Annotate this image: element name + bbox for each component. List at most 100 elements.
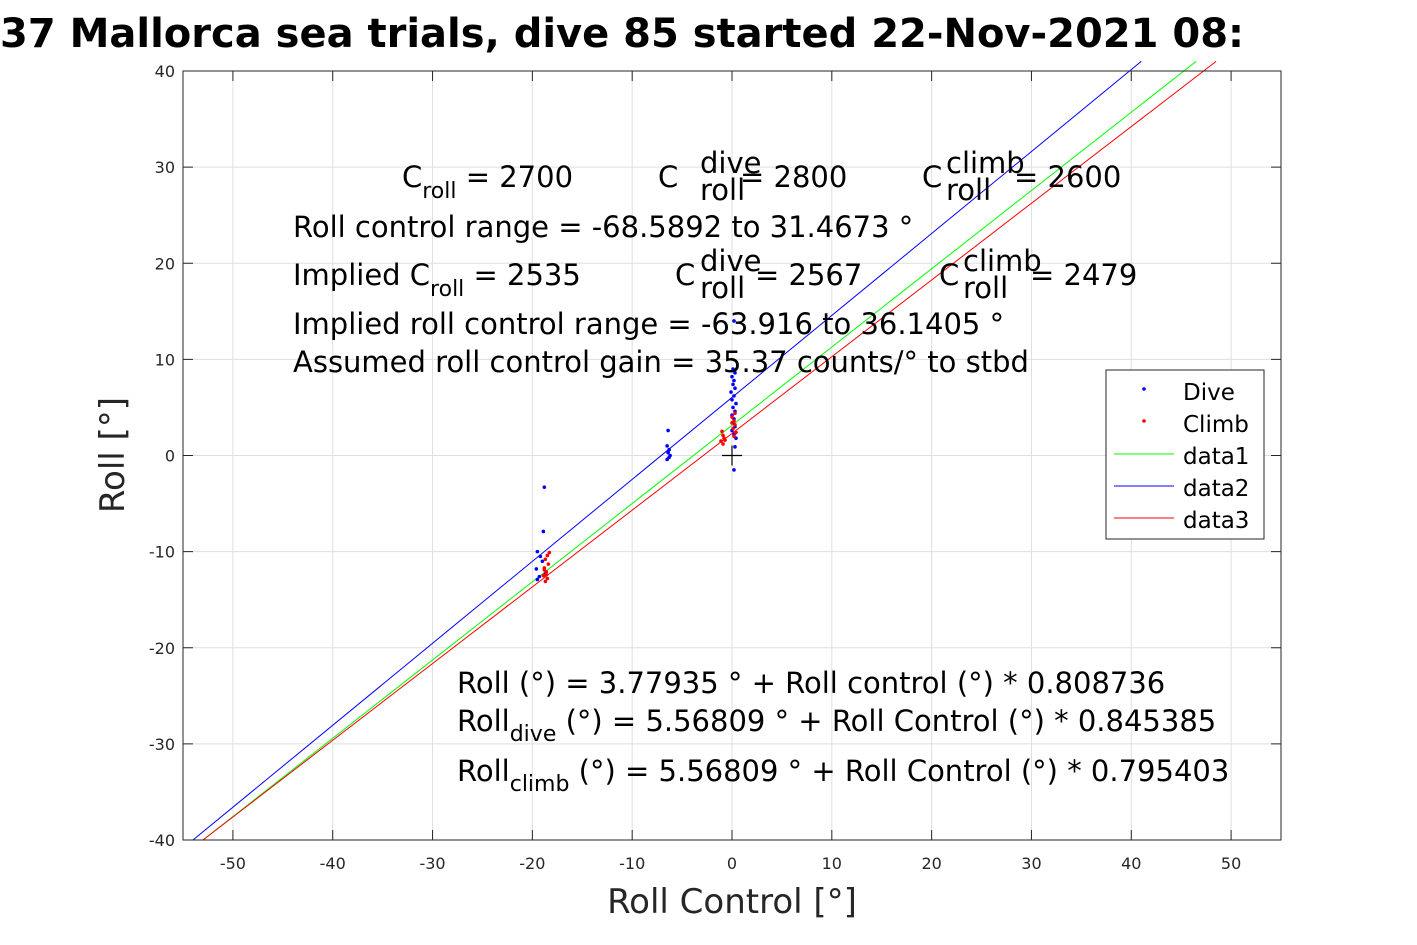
fit-line-data1: [202, 60, 1197, 841]
dive-point: [733, 386, 737, 391]
climb-point: [723, 438, 727, 442]
fit-line-data2: [192, 61, 1142, 841]
ann-fit-roll-climb: Rollclimb (°) = 5.56809 ° + Roll Control…: [457, 754, 1229, 797]
climb-point: [730, 415, 734, 419]
climb-point: [734, 430, 738, 435]
dive-point: [731, 405, 735, 410]
dive-point: [667, 455, 671, 460]
dive-point: [729, 390, 733, 394]
legend-marker-climb: [1142, 419, 1146, 423]
dive-point: [540, 559, 545, 564]
y-tick-labels: -40 -30 -20 -10 0 10 20 30 40: [149, 62, 175, 850]
x-tick-label: 10: [822, 854, 842, 873]
dive-point: [667, 447, 671, 452]
dive-point: [734, 401, 738, 406]
y-tick-label: 20: [155, 254, 175, 273]
y-tick-label: -10: [149, 543, 175, 562]
dive-point: [665, 444, 669, 448]
ann-implied-dive-base: C: [675, 258, 695, 292]
ann-implied-dive-sup: dive: [700, 244, 761, 278]
ann-c-dive-sup: dive: [700, 146, 761, 180]
dive-point: [538, 554, 543, 559]
dive-point: [534, 567, 539, 571]
legend-label-data2: data2: [1183, 476, 1249, 502]
climb-point: [731, 426, 735, 431]
dive-point: [733, 371, 737, 375]
legend-marker-dive: [1142, 387, 1146, 391]
dive-point: [732, 378, 736, 383]
climb-point: [545, 553, 550, 558]
ann-implied-climb-sub: roll: [963, 271, 1008, 305]
ann-implied-climb-sup: climb: [963, 244, 1042, 278]
dive-point: [537, 574, 542, 579]
x-tick-label: -50: [220, 854, 246, 873]
climb-point: [546, 562, 551, 566]
fit-line-data3: [202, 60, 1217, 841]
climb-point: [547, 550, 552, 555]
ann-implied-range: Implied roll control range = -63.916 to …: [293, 307, 1004, 341]
dive-point: [732, 394, 736, 398]
climb-point: [543, 557, 548, 562]
ann-implied-dive-sub: roll: [700, 271, 745, 305]
legend-label-data3: data3: [1183, 508, 1249, 534]
legend-label-climb: Climb: [1183, 412, 1249, 438]
x-tick-label: 20: [921, 854, 941, 873]
dive-point: [542, 485, 547, 490]
climb-point: [543, 579, 548, 584]
ann-c-climb-base: C: [922, 160, 942, 194]
x-tick-label: 0: [727, 854, 737, 873]
ann-fit-roll: Roll (°) = 3.77935 ° + Roll control (°) …: [457, 666, 1165, 700]
y-tick-label: 40: [155, 62, 175, 81]
y-axis-label: Roll [°]: [93, 397, 133, 513]
y-tick-label: 30: [155, 158, 175, 177]
climb-point: [721, 433, 725, 438]
axis-ticks: [183, 70, 1281, 841]
dive-point: [730, 374, 734, 379]
dive-point: [535, 549, 540, 554]
x-tick-label: -30: [419, 854, 445, 873]
ann-c-dive-value: = 2800: [740, 160, 847, 194]
dive-point: [732, 468, 736, 472]
y-tick-label: -20: [149, 639, 175, 658]
dive-point: [731, 382, 735, 387]
legend-label-data1: data1: [1183, 444, 1249, 470]
ann-c-climb-sub: roll: [946, 173, 991, 207]
dive-point: [733, 445, 737, 449]
legend: Dive Climb data1 data2 data3: [1105, 369, 1265, 540]
ann-c-climb-sup: climb: [946, 146, 1025, 180]
legend-label-dive: Dive: [1183, 380, 1235, 406]
x-tick-label: -10: [619, 854, 645, 873]
y-tick-label: 0: [165, 447, 175, 466]
ann-implied-climb-value: = 2479: [1030, 258, 1137, 292]
y-tick-label: 10: [155, 350, 175, 369]
ann-roll-control-range: Roll control range = -68.5892 to 31.4673…: [293, 210, 913, 244]
x-tick-label: 40: [1121, 854, 1141, 873]
climb-point: [542, 568, 547, 572]
dive-point: [730, 397, 734, 402]
x-tick-label: -20: [519, 854, 545, 873]
x-axis-label: Roll Control [°]: [607, 882, 857, 922]
climb-point: [541, 573, 546, 578]
annotation-bottom: Roll (°) = 3.77935 ° + Roll control (°) …: [457, 666, 1229, 797]
climb-point: [730, 421, 734, 425]
x-tick-label: 30: [1021, 854, 1041, 873]
climb-point: [719, 439, 723, 443]
dive-point: [732, 319, 736, 323]
dive-point: [541, 529, 546, 534]
x-tick-labels: -50 -40 -30 -20 -10 0 10 20 30 40 50: [220, 854, 1241, 873]
climb-point: [733, 422, 737, 427]
climb-point: [544, 572, 549, 577]
ann-implied-climb-base: C: [939, 258, 959, 292]
dive-point: [666, 450, 670, 455]
dive-point: [731, 367, 735, 371]
ann-c-climb-value: = 2600: [1014, 160, 1121, 194]
data-points: [534, 319, 742, 584]
annotation-top: Croll = 2700 C dive roll = 2800 C climb …: [293, 146, 1137, 379]
ann-c-roll: Croll = 2700: [402, 160, 573, 204]
ann-implied-dive-value: = 2567: [755, 258, 862, 292]
y-tick-label: -30: [149, 735, 175, 754]
fit-lines: [192, 60, 1217, 841]
climb-point: [545, 576, 550, 581]
dive-point: [535, 577, 540, 582]
